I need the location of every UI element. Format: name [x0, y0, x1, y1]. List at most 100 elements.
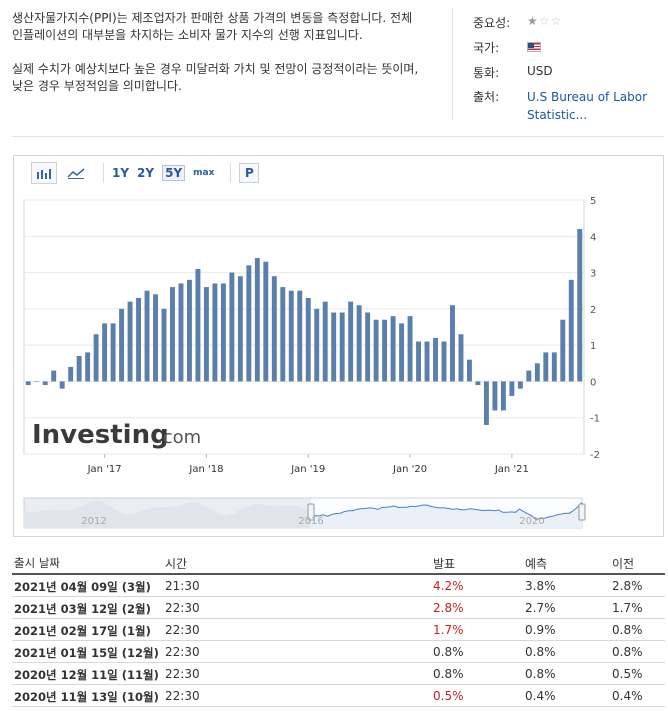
row-previous: 2.8%	[612, 579, 643, 593]
bar	[85, 352, 91, 382]
navigator-year-label: 2016	[298, 516, 323, 527]
bar	[305, 297, 311, 382]
bar	[42, 381, 48, 386]
header-date: 출시 날짜	[14, 556, 60, 570]
bar	[153, 294, 158, 382]
bar	[203, 287, 209, 382]
row-previous: 0.8%	[612, 623, 643, 637]
country-label: 국가:	[473, 41, 500, 55]
row-actual: 0.5%	[433, 689, 464, 703]
range-max-button[interactable]: max	[193, 168, 215, 178]
row-forecast: 2.7%	[525, 601, 556, 615]
x-tick-label: Jan '17	[87, 464, 122, 475]
bar	[212, 283, 218, 382]
currency-value: USD	[527, 64, 553, 78]
navigator-history-area	[24, 500, 311, 528]
bar	[102, 323, 108, 382]
row-time: 22:30	[165, 623, 200, 637]
bar	[568, 279, 574, 382]
row-actual: 2.8%	[433, 601, 464, 615]
bar-chart-icon[interactable]	[31, 162, 57, 184]
watermark-brand: Investing	[32, 420, 169, 450]
p-button[interactable]: P	[239, 163, 260, 183]
bar	[25, 381, 31, 386]
bar	[51, 370, 57, 382]
bar	[390, 316, 396, 382]
row-date: 2021년 04월 09일 (3월)	[14, 580, 151, 594]
y-tick-label: -2	[590, 450, 600, 461]
bar	[186, 279, 192, 382]
table-row: 2021년 02월 17일 (1월) 22:30 1.7% 0.9% 0.8%	[12, 619, 665, 641]
row-forecast: 0.4%	[525, 689, 556, 703]
star-icon: ☆	[550, 14, 563, 28]
y-tick-label: 4	[590, 232, 596, 243]
bar	[450, 305, 455, 382]
bar	[577, 229, 583, 382]
bar	[433, 337, 438, 382]
description-paragraph-2: 실제 수치가 예상치보다 높은 경우 미달러화 가치 및 전망이 긍정적이라는 …	[12, 62, 419, 93]
navigator-selection-area	[311, 502, 582, 528]
row-date: 2020년 11월 13일 (10월)	[14, 690, 159, 704]
bar	[297, 290, 303, 382]
source-link-line2[interactable]: Statistic...	[527, 108, 588, 122]
toolbar-separator	[230, 163, 232, 183]
navigator-left-handle[interactable]	[307, 503, 315, 521]
row-time: 22:30	[165, 689, 200, 703]
row-previous: 0.4%	[612, 689, 643, 703]
table-row: 2020년 11월 13일 (10월) 22:30 0.5% 0.4% 0.4%	[12, 685, 665, 707]
star-icon: ☆	[538, 14, 551, 28]
x-axis-ticks: Jan '17 Jan '18 Jan '19 Jan '20 Jan '21	[87, 454, 529, 475]
bar	[509, 381, 515, 396]
x-tick-label: Jan '18	[188, 464, 223, 475]
range-5y-button[interactable]: 5Y	[162, 165, 186, 181]
bar	[356, 305, 362, 382]
bar	[322, 301, 328, 382]
bar	[34, 381, 40, 382]
navigator-right-handle[interactable]	[578, 503, 586, 521]
description-paragraph-1: 생산자물가지수(PPI)는 제조업자가 판매한 상품 가격의 변동을 측정합니다…	[12, 11, 413, 42]
bar	[119, 308, 125, 382]
row-previous: 0.5%	[612, 667, 643, 681]
toolbar-separator	[103, 163, 104, 183]
y-tick-label: -1	[590, 414, 600, 425]
bar	[93, 334, 99, 382]
row-forecast: 0.8%	[525, 645, 556, 659]
bar	[237, 276, 243, 382]
release-history-table: 출시 날짜 시간 발표 예측 이전 2021년 04월 09일 (3월) 21:…	[12, 551, 665, 707]
star-icon: ★	[527, 14, 539, 28]
row-previous: 1.7%	[612, 601, 643, 615]
bar	[441, 341, 447, 382]
y-tick-label: 3	[590, 269, 596, 280]
source-link-line1[interactable]: U.S Bureau of Labor	[527, 90, 648, 104]
row-forecast: 0.9%	[525, 623, 556, 637]
x-tick-label: Jan '20	[392, 464, 427, 475]
bar	[373, 319, 379, 382]
y-tick-label: 1	[590, 341, 596, 352]
table-row: 2020년 12월 11일 (11월) 22:30 0.8% 0.8% 0.5%	[12, 663, 665, 685]
bar	[59, 381, 65, 389]
table-header: 출시 날짜 시간 발표 예측 이전	[12, 551, 665, 575]
watermark-suffix: .com	[157, 427, 201, 448]
range-1y-button[interactable]: 1Y	[112, 166, 130, 180]
source-label: 출처:	[473, 90, 500, 104]
indicator-info-panel: 중요성: ★☆☆ 국가: 통화: USD 출처: U.S Bureau of L…	[452, 8, 662, 122]
bar	[314, 308, 320, 382]
bar	[466, 359, 472, 382]
bar	[220, 283, 226, 382]
navigator-mask	[24, 498, 311, 528]
line-chart-icon[interactable]	[63, 162, 89, 184]
row-time: 22:30	[165, 645, 200, 659]
chart-bars	[25, 229, 583, 425]
row-actual: 1.7%	[433, 623, 464, 637]
bar	[110, 323, 116, 382]
bar	[144, 290, 150, 382]
row-forecast: 0.8%	[525, 667, 556, 681]
y-axis-ticks: -2 -1 0 1 2 3 4 5	[590, 196, 600, 461]
bar	[382, 319, 388, 382]
source-link[interactable]: U.S Bureau of Labor Statistic...	[527, 88, 647, 124]
bar	[170, 287, 175, 382]
range-2y-button[interactable]: 2Y	[137, 166, 155, 180]
row-date: 2021년 02월 17일 (1월)	[14, 624, 151, 638]
bar	[254, 258, 260, 382]
divider	[12, 136, 664, 137]
